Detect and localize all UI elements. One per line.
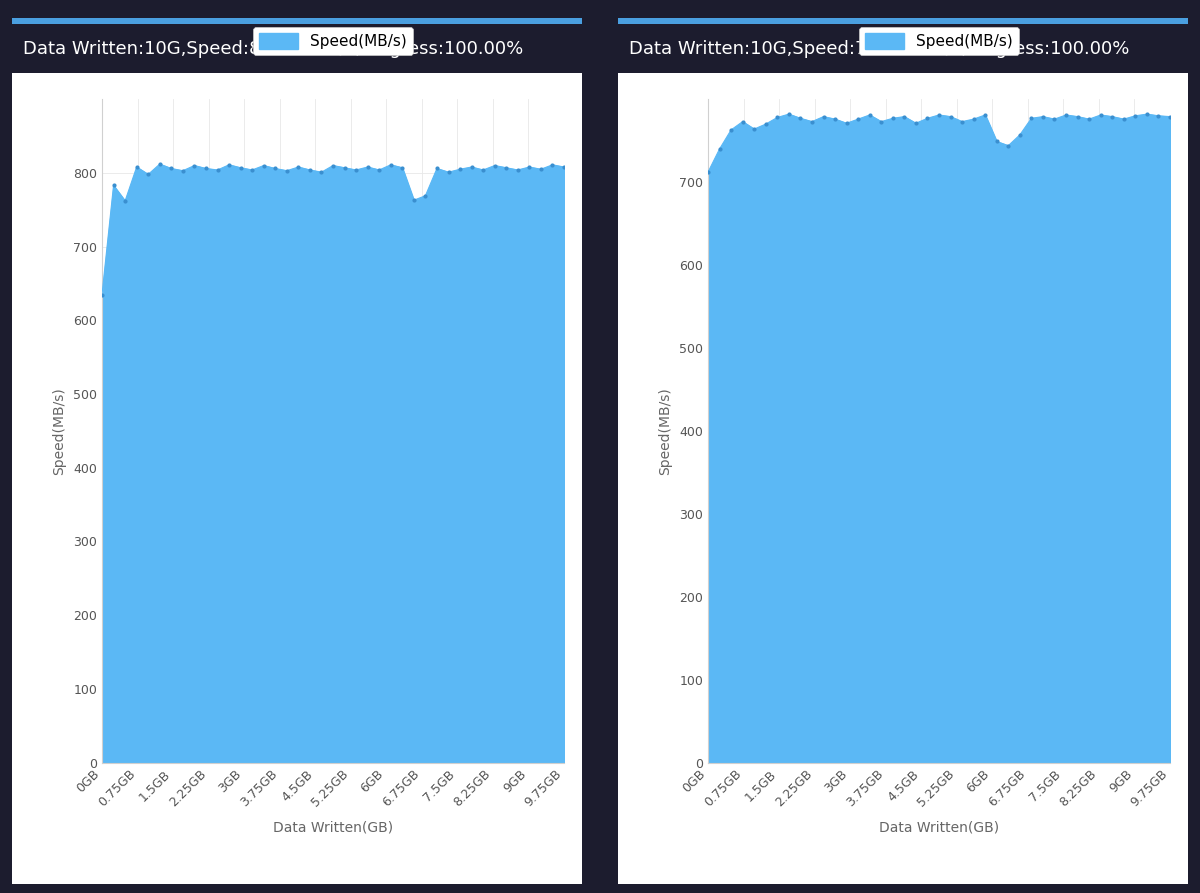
Y-axis label: Speed(MB/s): Speed(MB/s) bbox=[52, 387, 66, 475]
X-axis label: Data Written(GB): Data Written(GB) bbox=[272, 821, 394, 834]
Y-axis label: Speed(MB/s): Speed(MB/s) bbox=[658, 387, 672, 475]
Legend: Speed(MB/s): Speed(MB/s) bbox=[253, 28, 413, 55]
Legend: Speed(MB/s): Speed(MB/s) bbox=[859, 28, 1019, 55]
Text: Data Written:10G,Speed:807.57MB/s,Progress:100.00%: Data Written:10G,Speed:807.57MB/s,Progre… bbox=[24, 39, 523, 58]
X-axis label: Data Written(GB): Data Written(GB) bbox=[878, 821, 1000, 834]
Text: Data Written:10G,Speed:785.28MB/s,Progress:100.00%: Data Written:10G,Speed:785.28MB/s,Progre… bbox=[629, 39, 1129, 58]
